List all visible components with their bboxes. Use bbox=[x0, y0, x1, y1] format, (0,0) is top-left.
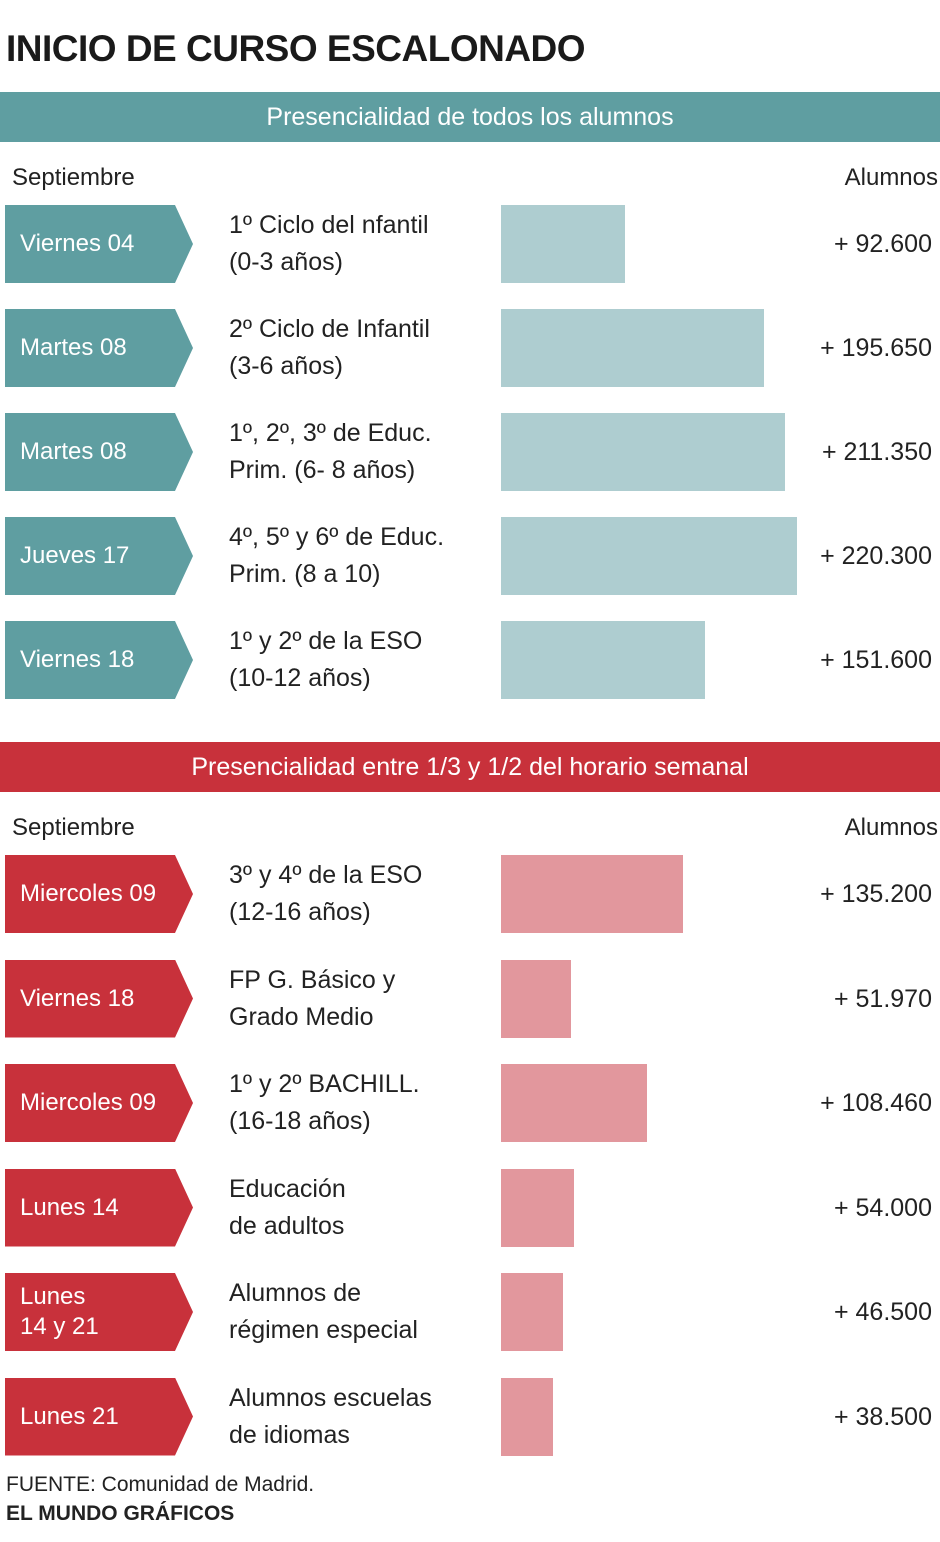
column-header: Alumnos bbox=[844, 814, 938, 841]
value-label: + 51.970 bbox=[833, 984, 932, 1013]
category-label: Alumnos de régimen especial bbox=[229, 1279, 418, 1344]
value-label: + 220.300 bbox=[820, 542, 932, 570]
category-label: 4º, 5º y 6º de Educ. Prim. (8 a 10) bbox=[229, 523, 445, 588]
date-tag: Martes 08 bbox=[5, 413, 193, 491]
category-label: 1º y 2º BACHILL. (16-18 años) bbox=[229, 1070, 420, 1135]
credit: EL MUNDO GRÁFICOS bbox=[6, 1502, 235, 1525]
date-tag: Miercoles 09 bbox=[5, 1064, 193, 1142]
category-label: 1º, 2º, 3º de Educ. Prim. (6- 8 años) bbox=[229, 419, 432, 484]
date-tag: Miercoles 09 bbox=[5, 855, 193, 933]
bar bbox=[501, 621, 705, 699]
date-tag: Martes 08 bbox=[5, 309, 193, 387]
date-tag: Lunes 14 bbox=[5, 1168, 193, 1247]
value-label: + 108.460 bbox=[820, 1089, 932, 1117]
title: INICIO DE CURSO ESCALONADO bbox=[6, 28, 586, 69]
column-header: Septiembre bbox=[12, 814, 135, 841]
bar bbox=[501, 1168, 574, 1247]
column-header: Septiembre bbox=[12, 164, 135, 191]
bar bbox=[501, 205, 626, 283]
value-label: + 46.500 bbox=[833, 1298, 932, 1326]
category-label: 3º y 4º de la ESO (12-16 años) bbox=[229, 861, 423, 926]
bar bbox=[501, 413, 786, 491]
bar bbox=[501, 1273, 564, 1351]
bar bbox=[501, 517, 798, 595]
category-label: 2º Ciclo de Infantil (3-6 años) bbox=[229, 315, 430, 380]
date-tag: Viernes 04 bbox=[5, 205, 193, 283]
column-header: Alumnos bbox=[844, 164, 938, 191]
value-label: + 211.350 bbox=[821, 438, 932, 466]
category-label: Educación de adultos bbox=[229, 1174, 346, 1240]
date-tag: Lunes 21 bbox=[5, 1377, 193, 1456]
category-label: 1º y 2º de la ESO (10-12 años) bbox=[229, 627, 423, 692]
section-banner: Presencialidad entre 1/3 y 1/2 del horar… bbox=[0, 742, 940, 792]
bar bbox=[501, 855, 683, 933]
bar bbox=[501, 1377, 553, 1456]
value-label: + 135.200 bbox=[820, 880, 932, 908]
bar bbox=[501, 309, 764, 387]
value-label: + 54.000 bbox=[833, 1193, 932, 1222]
value-label: + 151.600 bbox=[820, 646, 932, 674]
section-banner: Presencialidad de todos los alumnos bbox=[0, 92, 940, 142]
value-label: + 92.600 bbox=[833, 230, 932, 258]
value-label: + 195.650 bbox=[820, 334, 932, 362]
date-tag: Viernes 18 bbox=[5, 959, 193, 1038]
source: FUENTE: Comunidad de Madrid. bbox=[6, 1473, 315, 1496]
date-tag: Lunes 14 y 21 bbox=[5, 1273, 193, 1351]
value-label: + 38.500 bbox=[833, 1402, 932, 1431]
category-label: FP G. Básico y Grado Medio bbox=[229, 965, 396, 1031]
date-tag: Jueves 17 bbox=[5, 517, 193, 595]
bar bbox=[501, 1064, 647, 1142]
category-label: 1º Ciclo del nfantil (0-3 años) bbox=[229, 211, 429, 276]
bar bbox=[501, 959, 571, 1038]
date-tag: Viernes 18 bbox=[5, 621, 193, 699]
category-label: Alumnos escuelas de idiomas bbox=[229, 1383, 432, 1449]
